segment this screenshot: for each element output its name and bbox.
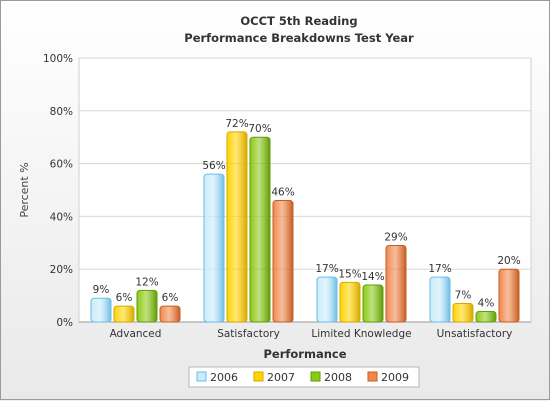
chart-title-line-1: OCCT 5th Reading	[240, 14, 357, 28]
bar-2007-unsatisfactory	[452, 303, 474, 323]
data-label: 20%	[497, 255, 520, 267]
x-category-label: Advanced	[110, 328, 162, 340]
y-tick-label: 0%	[56, 317, 73, 329]
data-label: 6%	[162, 292, 179, 304]
bar-2007-limited-knowledge	[339, 281, 361, 323]
data-label: 12%	[135, 276, 158, 288]
legend-label: 2007	[267, 371, 295, 384]
y-tick-label: 40%	[50, 211, 73, 223]
y-tick-label: 80%	[50, 106, 73, 118]
y-tick-label: 20%	[50, 264, 73, 276]
data-label: 15%	[338, 268, 361, 280]
data-labels: 9%6%12%6%56%72% 70%46%17% 15% 14%29%17%7%4%…	[93, 118, 521, 310]
legend-swatch	[367, 371, 378, 382]
bar-2007-satisfactory	[226, 131, 248, 323]
bar-2009-unsatisfactory	[498, 268, 520, 323]
x-category-label: Unsatisfactory	[437, 328, 513, 340]
bar-2008-advanced	[136, 289, 158, 323]
bar-2008-satisfactory	[249, 136, 271, 323]
data-label: 4%	[478, 297, 495, 309]
data-label: 70%	[248, 123, 271, 135]
chart-title-line-2: Performance Breakdowns Test Year	[184, 31, 414, 45]
data-label: 7%	[455, 290, 472, 302]
data-label: 72%	[225, 118, 248, 130]
legend-swatch	[196, 371, 207, 382]
bar-2006-satisfactory	[203, 173, 225, 323]
data-label: 17%	[315, 263, 338, 275]
bar-2006-limited-knowledge	[316, 276, 338, 323]
x-category-label: Satisfactory	[217, 328, 280, 340]
legend-box	[188, 366, 420, 388]
bar-2008-unsatisfactory	[475, 310, 497, 323]
legend-swatch	[310, 371, 321, 382]
data-label: 14%	[361, 271, 384, 283]
data-label: 29%	[384, 231, 407, 243]
bar-2007-advanced	[113, 305, 135, 323]
y-tick-labels: 0% 20% 40% 60% 80% 100%	[43, 53, 73, 329]
legend: 2006 2007 2008 2009	[188, 366, 420, 388]
legend-swatch	[253, 371, 264, 382]
bar-2006-advanced	[90, 297, 112, 323]
plot-area	[78, 57, 532, 323]
y-axis-title: Percent %	[18, 162, 31, 217]
legend-label: 2008	[324, 371, 352, 384]
data-label: 46%	[271, 187, 294, 199]
bar-2008-limited-knowledge	[362, 284, 384, 323]
legend-label: 2006	[210, 371, 238, 384]
x-category-label: Limited Knowledge	[311, 328, 411, 340]
data-label: 9%	[93, 284, 110, 296]
y-tick-label: 100%	[43, 53, 73, 65]
x-category-labels: Advanced Satisfactory Limited Knowledge Uns…	[110, 328, 513, 340]
data-label: 56%	[202, 160, 225, 172]
bar-2009-advanced	[159, 305, 181, 323]
bar-2009-satisfactory	[272, 200, 294, 323]
bar-2006-unsatisfactory	[429, 276, 451, 323]
x-axis-title: Performance	[263, 347, 346, 361]
y-tick-label: 60%	[50, 159, 73, 171]
bars	[90, 131, 520, 323]
legend-label: 2009	[381, 371, 409, 384]
data-label: 6%	[116, 292, 133, 304]
bar-2009-limited-knowledge	[385, 244, 407, 323]
data-label: 17%	[428, 263, 451, 275]
